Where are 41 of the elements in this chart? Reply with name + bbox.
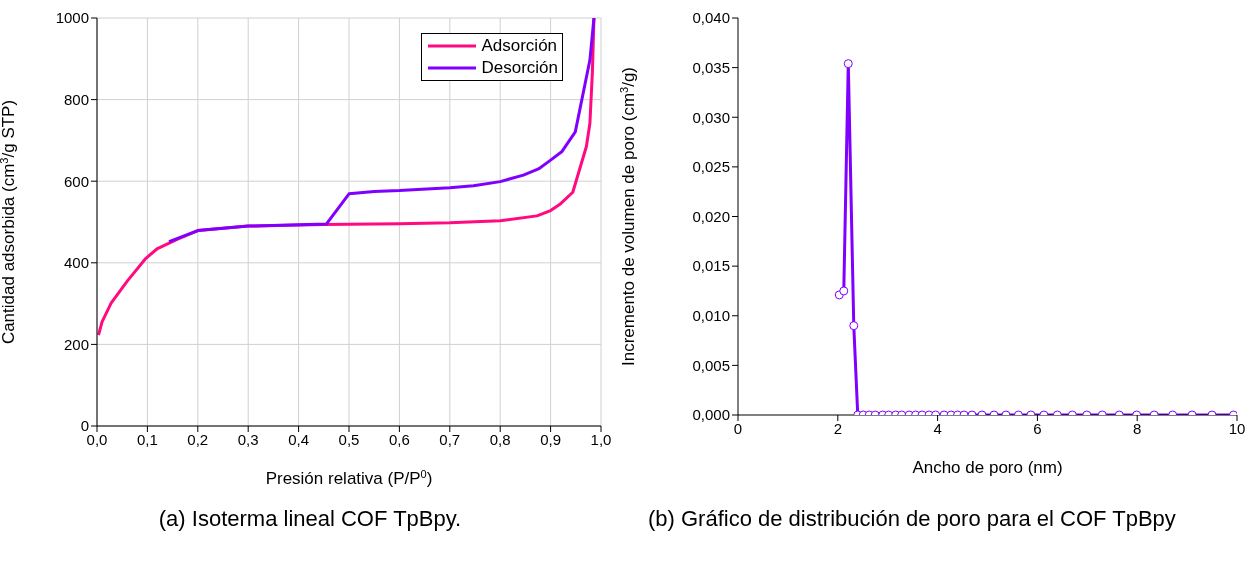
x-tick-label: 0,4 (288, 430, 310, 448)
point (843, 59, 853, 69)
y-tick-label: 0,005 (692, 356, 730, 374)
x-tick-label: 0,8 (489, 430, 511, 448)
x-tick-label: 4 (933, 419, 942, 437)
x-tick-label: 8 (1133, 419, 1142, 437)
legend-label: Desorción (480, 57, 558, 79)
x-tick-label: 0,9 (540, 430, 562, 448)
x-tick-label: 6 (1033, 419, 1042, 437)
x-tick-label: 0,1 (136, 430, 158, 448)
text: (a) Isoterma lineal COF TpBpy. (157, 506, 463, 532)
text: (b) Gráfico de distribución de poro para el COF TpBpy (648, 506, 1177, 532)
y-tick-label: 0,030 (692, 108, 730, 126)
x-tick-label: 10 (1228, 419, 1246, 437)
y-tick-label: 1000 (55, 9, 89, 27)
x-tick-label: 0,7 (439, 430, 461, 448)
x-axis-title: Presión relativa (P/P$^{0}$) (265, 468, 433, 488)
y-tick-label: 200 (63, 335, 89, 353)
y-tick-label: 0,025 (692, 158, 730, 176)
point (849, 321, 859, 331)
x-tick-label: 0 (733, 419, 743, 437)
point (839, 286, 849, 296)
y-tick-label: 0,020 (692, 207, 730, 225)
x-tick-label: 0,5 (338, 430, 360, 448)
y-tick-label: 800 (63, 90, 89, 108)
line-series (167, 18, 596, 244)
x-axis-title: Ancho de poro (nm) (912, 458, 1063, 477)
x-tick-label: 1,0 (590, 430, 612, 448)
y-tick-label: 0,035 (692, 58, 730, 76)
x-tick-label: 2 (833, 419, 842, 437)
x-tick-label: 0,0 (86, 430, 108, 448)
y-tick-label: 0,040 (692, 9, 730, 27)
y-tick-label: 0,015 (692, 257, 730, 275)
y-tick-label: 0,010 (692, 307, 730, 325)
y-tick-label: 600 (63, 172, 89, 190)
y-tick-label: 400 (63, 254, 89, 272)
x-tick-label: 0,6 (388, 430, 410, 448)
x-tick-label: 0,2 (187, 430, 209, 448)
y-tick-label: 0,000 (692, 406, 730, 424)
legend-label: Adsorción (480, 35, 558, 57)
x-tick-label: 0,3 (237, 430, 259, 448)
